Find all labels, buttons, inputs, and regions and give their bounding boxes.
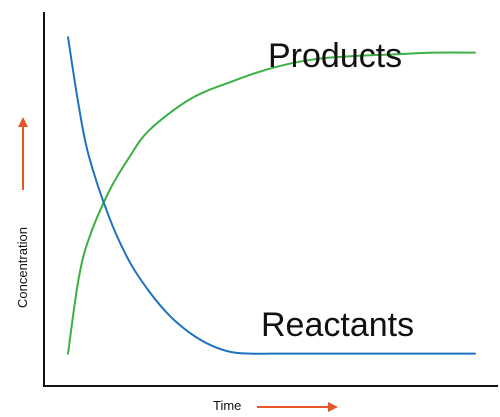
axes: [43, 12, 498, 387]
series-label-layer: Products Reactants: [261, 37, 414, 344]
x-axis-label: Time: [213, 398, 241, 413]
reactants-curve: [67, 36, 476, 355]
products-curve: [67, 51, 476, 355]
products-label: Products: [268, 37, 402, 75]
series-layer: [67, 36, 476, 355]
reactants-label: Reactants: [261, 306, 414, 344]
y-axis-arrow-icon: [18, 117, 28, 190]
x-axis-arrow-icon: [257, 402, 338, 412]
y-axis-label: Concentration: [15, 227, 30, 308]
